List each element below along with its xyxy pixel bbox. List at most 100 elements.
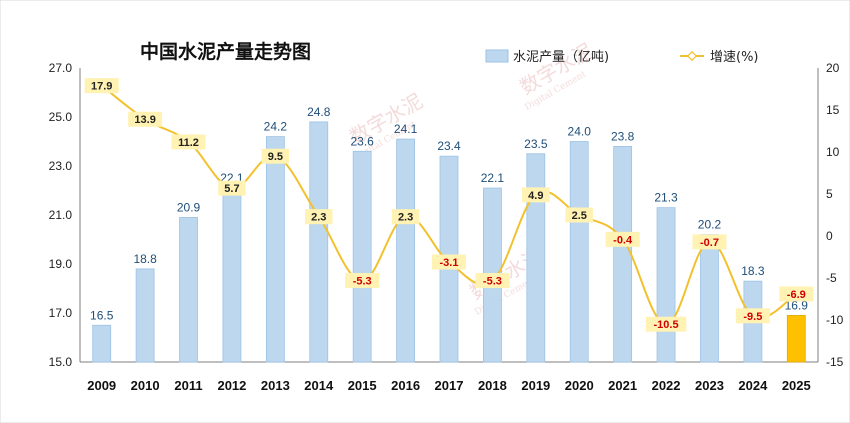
bar-value-label: 23.5 <box>524 137 548 151</box>
y-right-tick-label: 5 <box>826 187 833 201</box>
x-tick-label: 2022 <box>652 378 681 393</box>
bar-value-label: 18.3 <box>741 264 765 278</box>
y-right-tick-label: 20 <box>826 61 840 75</box>
growth-value-label: -5.3 <box>353 276 372 288</box>
bar <box>700 234 719 363</box>
bar-value-label: 18.8 <box>133 252 157 266</box>
bar <box>786 315 806 363</box>
growth-value-label: 5.7 <box>224 183 239 195</box>
growth-value-label: -5.3 <box>483 276 502 288</box>
growth-value-label: -9.5 <box>743 311 762 323</box>
growth-label-box <box>128 111 163 127</box>
growth-value-label: 11.2 <box>178 137 199 149</box>
growth-value-label: 2.3 <box>398 212 413 224</box>
x-tick-label: 2009 <box>87 378 116 393</box>
growth-label-box <box>645 316 687 332</box>
growth-label-box <box>305 209 333 225</box>
y-right-tick-label: 15 <box>826 103 840 117</box>
bar <box>352 150 372 363</box>
bar-series <box>92 121 806 363</box>
bar <box>92 324 112 363</box>
x-tick-label: 2019 <box>521 378 550 393</box>
y-right-tick-label: 10 <box>826 145 840 159</box>
bar-value-label: 24.0 <box>568 125 592 139</box>
y-left-tick-label: 23.0 <box>49 159 73 173</box>
bar-value-label: 24.8 <box>307 105 331 119</box>
bar-value-label: 23.8 <box>611 129 635 143</box>
bar-value-label: 20.2 <box>698 218 722 232</box>
bar <box>309 121 329 363</box>
bar <box>179 217 198 363</box>
bar-value-label: 24.2 <box>264 120 288 134</box>
bar-value-labels: 16.518.820.922.124.224.823.624.123.422.1… <box>90 105 808 322</box>
y-left-tick-label: 27.0 <box>49 61 73 75</box>
growth-label-box <box>522 187 550 203</box>
growth-label-box <box>432 254 466 270</box>
bar <box>135 268 155 363</box>
growth-value-label: 2.3 <box>311 212 326 224</box>
y-right-tick-label: -5 <box>826 271 837 285</box>
growth-label-box <box>475 273 510 289</box>
y-right-tick-label: -10 <box>826 313 844 327</box>
x-tick-label: 2024 <box>738 378 768 393</box>
bar <box>613 145 633 363</box>
y-right-tick-label: 0 <box>826 229 833 243</box>
x-tick-label: 2012 <box>217 378 246 393</box>
x-tick-label: 2023 <box>695 378 724 393</box>
growth-value-label: 17.9 <box>91 81 112 93</box>
x-tick-label: 2016 <box>391 378 420 393</box>
bar-value-label: 20.9 <box>177 200 201 214</box>
growth-label-box <box>261 148 290 164</box>
growth-value-label: -10.5 <box>654 319 679 331</box>
growth-value-labels: 17.9 13.9 11.2 5.7 9.5 2.3 -5.3 2.3 -3.1 -5.3 4.9 2… <box>84 78 814 332</box>
bar-value-label: 22.1 <box>481 171 505 185</box>
growth-value-label: 4.9 <box>528 190 543 202</box>
growth-label-box <box>218 180 246 196</box>
bar-value-label: 23.4 <box>437 139 461 153</box>
bar <box>265 136 285 363</box>
x-tick-label: 2010 <box>131 378 160 393</box>
x-tick-label: 2011 <box>174 378 202 393</box>
growth-value-label: -3.1 <box>440 257 459 269</box>
bar-value-label: 24.1 <box>394 122 418 136</box>
growth-label-box <box>171 134 206 150</box>
growth-label-box <box>565 207 593 223</box>
x-tick-label: 2014 <box>304 378 334 393</box>
growth-value-label: 9.5 <box>268 151 283 163</box>
legend: 水泥产量（亿吨) 增速(%) <box>485 49 759 65</box>
y-left-tick-label: 19.0 <box>49 257 73 271</box>
bar-value-label: 23.6 <box>350 134 374 148</box>
growth-label-box <box>605 231 640 247</box>
bar-value-label: 16.9 <box>785 298 809 312</box>
y-right-tick-label: -15 <box>826 355 844 369</box>
x-tick-label: 2013 <box>261 378 290 393</box>
bar <box>526 153 546 363</box>
x-tick-label: 2025 <box>782 378 811 393</box>
legend-bar-swatch <box>485 49 509 63</box>
y-left-tick-label: 21.0 <box>49 208 73 222</box>
x-tick-label: 2017 <box>435 378 464 393</box>
legend-bar-label: 水泥产量（亿吨) <box>513 50 609 65</box>
growth-value-label: 2.5 <box>572 210 587 222</box>
bar <box>656 207 676 363</box>
growth-value-label: -0.7 <box>700 237 719 249</box>
bar <box>222 187 242 363</box>
growth-label-box <box>735 308 770 324</box>
axis-tick-labels: 15.0 17.0 19.0 21.0 23.0 25.0 27.0 -15 -10 -5 0 5 10… <box>49 61 844 393</box>
growth-value-label: -6.9 <box>787 289 806 301</box>
x-tick-label: 2020 <box>565 378 594 393</box>
growth-label-box <box>84 78 119 94</box>
growth-label-box <box>692 234 727 250</box>
y-left-tick-label: 15.0 <box>49 355 73 369</box>
legend-line-marker <box>686 50 698 62</box>
legend-line-label: 增速(%) <box>710 50 759 65</box>
bar <box>396 138 415 363</box>
chart-title: 中国水泥产量走势图 <box>140 40 311 63</box>
x-tick-label: 2018 <box>478 378 507 393</box>
bar-value-label: 21.3 <box>654 191 678 205</box>
y-left-tick-label: 25.0 <box>49 110 73 124</box>
y-left-tick-label: 17.0 <box>49 306 73 320</box>
bar-value-label: 16.5 <box>90 308 114 322</box>
